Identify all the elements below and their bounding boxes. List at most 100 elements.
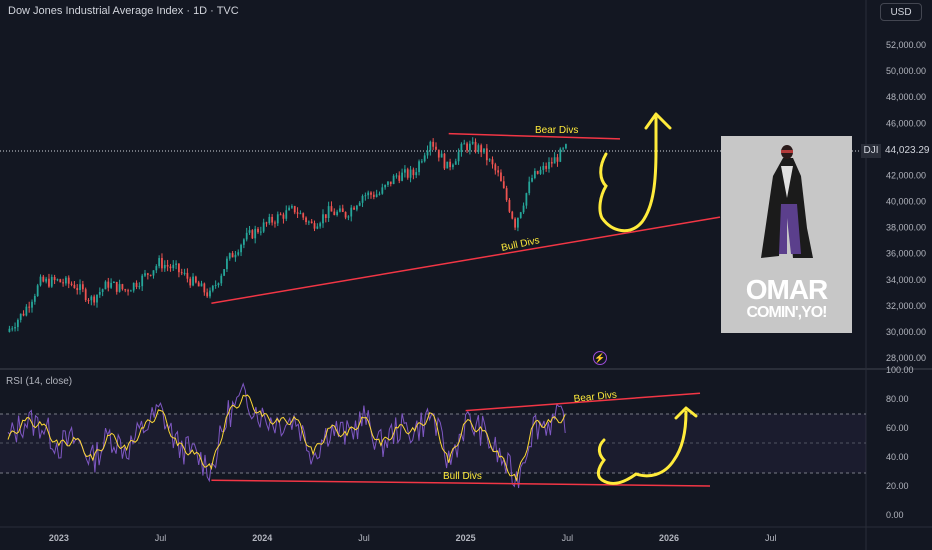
candle-body (305, 217, 307, 223)
chart-title: Dow Jones Industrial Average Index · 1D … (8, 5, 239, 17)
x-tick-label: 2026 (659, 533, 679, 543)
candle-body (90, 296, 93, 301)
candle-body (344, 211, 347, 218)
candle-body (28, 306, 31, 308)
candle-body (387, 181, 389, 185)
candle-body (463, 143, 466, 145)
candle-body (553, 157, 556, 164)
candle-body (93, 296, 96, 303)
candle-body (324, 214, 327, 219)
candle-body (268, 216, 271, 224)
candle-body (505, 188, 508, 200)
candle-body (483, 148, 485, 153)
candle-body (197, 282, 200, 287)
candle-body (525, 193, 528, 206)
candle-body (299, 213, 302, 215)
candle-body (189, 278, 192, 286)
candle-body (327, 206, 330, 219)
poster-subtitle: COMIN',YO! (746, 304, 827, 321)
candle-body (259, 231, 262, 233)
candle-body (31, 301, 33, 308)
candle-body (477, 145, 480, 152)
candle-body (296, 212, 299, 214)
candle-body (381, 187, 384, 194)
candle-body (144, 273, 146, 276)
candle-body (274, 222, 276, 224)
candle-body (254, 228, 257, 239)
price-tick-label: 34,000.00 (886, 275, 926, 285)
candle-body (355, 205, 358, 210)
rsi-ma-line (7, 394, 566, 483)
rsi-projection-arrow (596, 410, 688, 485)
candle-body (485, 148, 488, 161)
candle-body (70, 283, 73, 285)
candle-body (522, 205, 525, 213)
candle-body (494, 164, 497, 171)
candle-body (536, 171, 539, 174)
rsi-bear-divs-label: Bear Divs (573, 390, 617, 405)
candle-body (517, 217, 519, 228)
candle-body (353, 207, 355, 210)
candle-body (361, 196, 364, 203)
candle-body (392, 175, 395, 185)
price-value: 44,023.29 (885, 145, 930, 156)
candle-body (45, 278, 48, 282)
candle-body (200, 283, 203, 287)
candle-body (79, 284, 81, 291)
candle-body (514, 218, 516, 228)
candle-body (175, 263, 177, 265)
candle-body (542, 165, 545, 170)
candle-body (118, 284, 121, 292)
candle-body (220, 275, 223, 284)
candle-body (364, 195, 367, 197)
candle-body (302, 213, 305, 218)
candle-body (550, 162, 553, 164)
candle-body (209, 290, 211, 297)
price-tick-label: 38,000.00 (886, 223, 926, 233)
x-tick-label: Jul (358, 533, 370, 543)
candle-body (234, 254, 237, 258)
candle-body (186, 272, 189, 279)
rsi-tick-label: 0.00 (886, 510, 904, 520)
candle-body (384, 184, 387, 188)
rsi-tick-label: 40.00 (886, 452, 909, 462)
x-tick-label: 2025 (456, 533, 476, 543)
rsi-title[interactable]: RSI (14, close) (6, 376, 73, 387)
x-tick-label: Jul (765, 533, 777, 543)
last-price-tag: DJI 44,023.29 (861, 144, 932, 158)
price-bear-trendline (448, 132, 621, 140)
candle-body (378, 193, 381, 195)
candle-body (282, 214, 285, 219)
candle-body (25, 306, 28, 316)
candle-body (491, 159, 494, 165)
candle-body (127, 290, 129, 292)
candle-body (81, 284, 84, 290)
candle-body (418, 161, 420, 173)
candle-body (42, 276, 45, 282)
candle-body (132, 282, 135, 291)
candle-body (96, 294, 98, 303)
candle-body (347, 216, 350, 218)
candle-body (84, 289, 87, 301)
candle-body (76, 288, 79, 291)
candle-body (231, 253, 234, 258)
candle-body (265, 222, 268, 224)
candle-body (141, 275, 144, 287)
candle-body (508, 199, 511, 212)
candle-body (562, 148, 565, 150)
candle-body (488, 159, 491, 161)
currency-selector[interactable]: USD (880, 3, 922, 21)
candle-body (519, 212, 522, 218)
candle-body (437, 149, 440, 158)
candle-body (124, 289, 127, 291)
candle-body (11, 328, 14, 330)
rsi-line (7, 382, 566, 489)
candle-body (206, 292, 209, 297)
price-tick-label: 50,000.00 (886, 66, 926, 76)
candle-body (149, 274, 152, 276)
price-tick-label: 42,000.00 (886, 170, 926, 180)
candle-body (36, 285, 39, 297)
candle-body (395, 175, 398, 177)
candle-body (398, 175, 401, 181)
lightning-icon[interactable]: ⚡ (593, 351, 607, 365)
